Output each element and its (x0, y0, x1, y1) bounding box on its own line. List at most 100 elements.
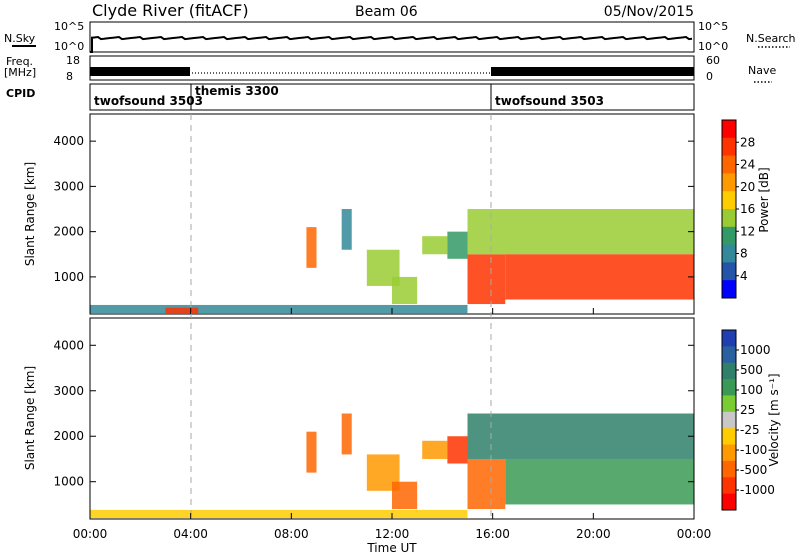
colorbar-swatch (722, 244, 736, 263)
freq-tick-top: 18 (66, 54, 80, 67)
cpid-frame (89, 83, 695, 111)
nsearch-label: N.Search (746, 32, 796, 45)
x-tick-label: 12:00 (375, 527, 410, 541)
x-axis-label: Time UT (366, 541, 417, 554)
heatmap-region (505, 458, 694, 505)
colorbar-tick-label: 12 (740, 224, 755, 238)
colorbar-swatch (722, 493, 736, 511)
nave-label: Nave (748, 64, 776, 77)
date-title: 05/Nov/2015 (604, 4, 694, 20)
cpid-label: CPID (6, 87, 35, 100)
colorbar-swatch (722, 137, 736, 157)
colorbar-swatch (722, 444, 736, 462)
velocity-yticks: 1000 2000 3000 4000 (53, 338, 694, 489)
y-tick-label: 1000 (53, 475, 84, 489)
colorbar-swatch (722, 460, 736, 478)
y-tick-label: 4000 (53, 338, 84, 352)
x-tick-label: 08:00 (274, 527, 309, 541)
colorbar-tick-label: 1000 (740, 343, 771, 357)
x-axis-ticks: 00:00 04:00 08:00 12:00 16:00 20:00 00:00 (73, 308, 712, 541)
colorbar-swatch (722, 120, 736, 139)
colorbar-tick-label: 4 (740, 269, 748, 283)
colorbar-tick-label: 25 (740, 403, 755, 417)
nsky-trace (90, 35, 693, 53)
colorbar-swatch (722, 226, 736, 246)
heatmap-region (467, 413, 694, 459)
freq-unit: [MHz] (4, 66, 36, 79)
heatmap-region (447, 436, 468, 464)
heatmap-region (306, 227, 317, 268)
colorbar-tick-label: 8 (740, 247, 748, 261)
nsearch-tick-bottom: 10^0 (698, 40, 728, 53)
heatmap-region (392, 276, 418, 305)
x-tick-label: 00:00 (677, 527, 712, 541)
velocity-ylabel: Slant Range [km] (23, 366, 37, 470)
y-tick-label: 3000 (53, 384, 84, 398)
velocity-heatmap (90, 413, 694, 519)
y-tick-label: 3000 (53, 179, 84, 193)
cpid-segment-3: twofsound 3503 (495, 94, 604, 108)
colorbar-tick-label: 24 (740, 158, 755, 172)
colorbar-swatch (722, 379, 736, 396)
x-tick-label: 04:00 (173, 527, 208, 541)
heatmap-region (422, 236, 448, 255)
colorbar-swatch (722, 346, 736, 364)
heatmap-region (467, 254, 506, 305)
freq-label: Freq. (6, 55, 33, 68)
colorbar-swatch (722, 411, 736, 429)
colorbar-tick-label: 100 (740, 383, 763, 397)
power-panel: Slant Range [km] 1000 2000 3000 4000 (23, 113, 695, 315)
colorbar-swatch (722, 280, 736, 299)
nave-tick-bottom: 0 (706, 70, 713, 83)
velocity-cbar-label: Velocity [m s⁻¹] (767, 373, 781, 466)
power-yticks: 1000 2000 3000 4000 (53, 134, 694, 284)
nsky-tick-top: 10^5 (54, 20, 84, 33)
colorbar-swatch (722, 428, 736, 446)
power-cbar-label: Power [dB] (757, 167, 771, 232)
nave-tick-top: 60 (706, 54, 720, 67)
colorbar-swatch (722, 330, 736, 347)
colorbar-tick-label: -100 (740, 443, 767, 457)
nsky-frame (89, 21, 695, 53)
heatmap-region (90, 509, 468, 519)
colorbar-swatch (722, 477, 736, 495)
colorbar-swatch (722, 362, 736, 380)
beam-title: Beam 06 (355, 4, 418, 20)
freq-band-2 (491, 67, 694, 76)
nsearch-tick-top: 10^5 (698, 20, 728, 33)
cpid-segment-2: themis 3300 (195, 84, 279, 98)
colorbar-tick-label: -25 (740, 423, 760, 437)
nsky-tick-bottom: 10^0 (54, 40, 84, 53)
colorbar-tick-label: 500 (740, 363, 763, 377)
colorbar-swatch (722, 395, 736, 413)
y-tick-label: 2000 (53, 429, 84, 443)
colorbar-tick-label: -1000 (740, 483, 775, 497)
y-tick-label: 2000 (53, 225, 84, 239)
colorbar-swatch (722, 209, 736, 228)
x-tick-label: 20:00 (576, 527, 611, 541)
heatmap-region (467, 458, 506, 509)
colorbar-tick-label: 28 (740, 135, 755, 149)
freq-tick-bottom: 8 (66, 70, 73, 83)
station-title: Clyde River (fitACF) (92, 1, 249, 20)
colorbar-swatch (722, 173, 736, 192)
power-colorbar: 28 24 20 16 12 8 4 (721, 119, 755, 299)
heatmap-region (392, 481, 418, 509)
heatmap-region (422, 440, 448, 459)
heatmap-region (306, 431, 317, 473)
freq-band-1 (90, 67, 190, 76)
colorbar-swatch (722, 191, 736, 210)
heatmap-region (341, 413, 352, 455)
y-tick-label: 1000 (53, 270, 84, 284)
colorbar-swatch (722, 155, 736, 174)
colorbar-swatch (722, 262, 736, 281)
heatmap-region (90, 304, 468, 314)
y-tick-label: 4000 (53, 134, 84, 148)
velocity-colorbar: 1000 500 100 25 -25 -100 -500 -1000 (721, 329, 775, 511)
colorbar-tick-label: 20 (740, 180, 755, 194)
power-heatmap (90, 209, 694, 314)
x-tick-label: 00:00 (73, 527, 108, 541)
heatmap-region (165, 307, 199, 314)
